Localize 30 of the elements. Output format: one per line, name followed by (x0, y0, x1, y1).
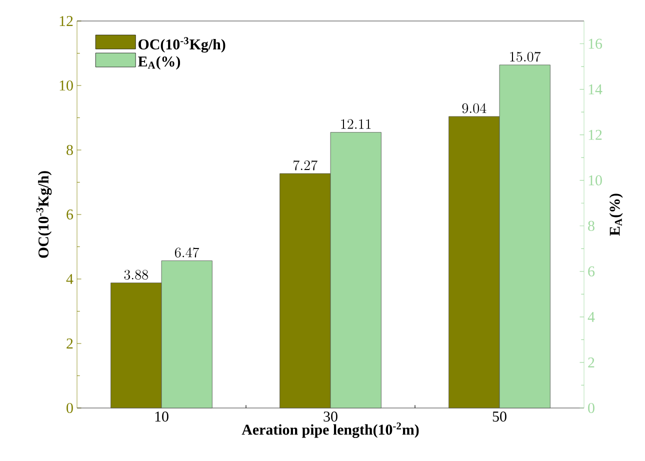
data-label: 7.27 (293, 160, 318, 170)
y2-axis-title: E$_{A}$(%) (609, 194, 623, 236)
y2-tick-label: 0 (588, 402, 594, 414)
y-tick-label: 10 (60, 80, 73, 91)
data-label: 15.07 (510, 52, 541, 62)
x-axis-title: Aeration pipe length(10$^{-2}$m) (242, 422, 419, 438)
legend-label: E$_{A}$(%) (138, 56, 180, 70)
y-tick-label: 6 (66, 209, 74, 220)
x-tick-label: 10 (155, 412, 168, 422)
legend-label: OC(10$^{-3}$Kg/h) (138, 37, 226, 53)
y-tick-label: 4 (66, 274, 74, 284)
y2-tick-label: 8 (588, 220, 594, 231)
x-tick-label: 30 (324, 412, 338, 422)
y2-tick-label: 4 (588, 312, 595, 322)
y-tick-label: 2 (66, 338, 73, 348)
y-tick-label: 0 (66, 402, 73, 414)
y2-tick-label: 16 (588, 38, 602, 49)
y-tick-label: 8 (66, 144, 73, 156)
x-tick-label: 50 (492, 412, 506, 422)
y2-tick-label: 10 (588, 175, 602, 186)
data-label: 6.47 (174, 247, 200, 258)
data-label: 9.04 (462, 103, 486, 114)
y2-tick-label: 2 (588, 358, 594, 368)
data-label: 3.88 (124, 270, 148, 280)
y-axis-title: OC(10$^{-3}$Kg/h) (36, 171, 52, 258)
y2-tick-label: 14 (588, 84, 602, 94)
y2-tick-label: 12 (588, 130, 602, 140)
y-tick-label: 12 (60, 16, 73, 26)
data-label: 12. 11 (341, 119, 371, 129)
y2-tick-label: 6 (588, 266, 595, 276)
